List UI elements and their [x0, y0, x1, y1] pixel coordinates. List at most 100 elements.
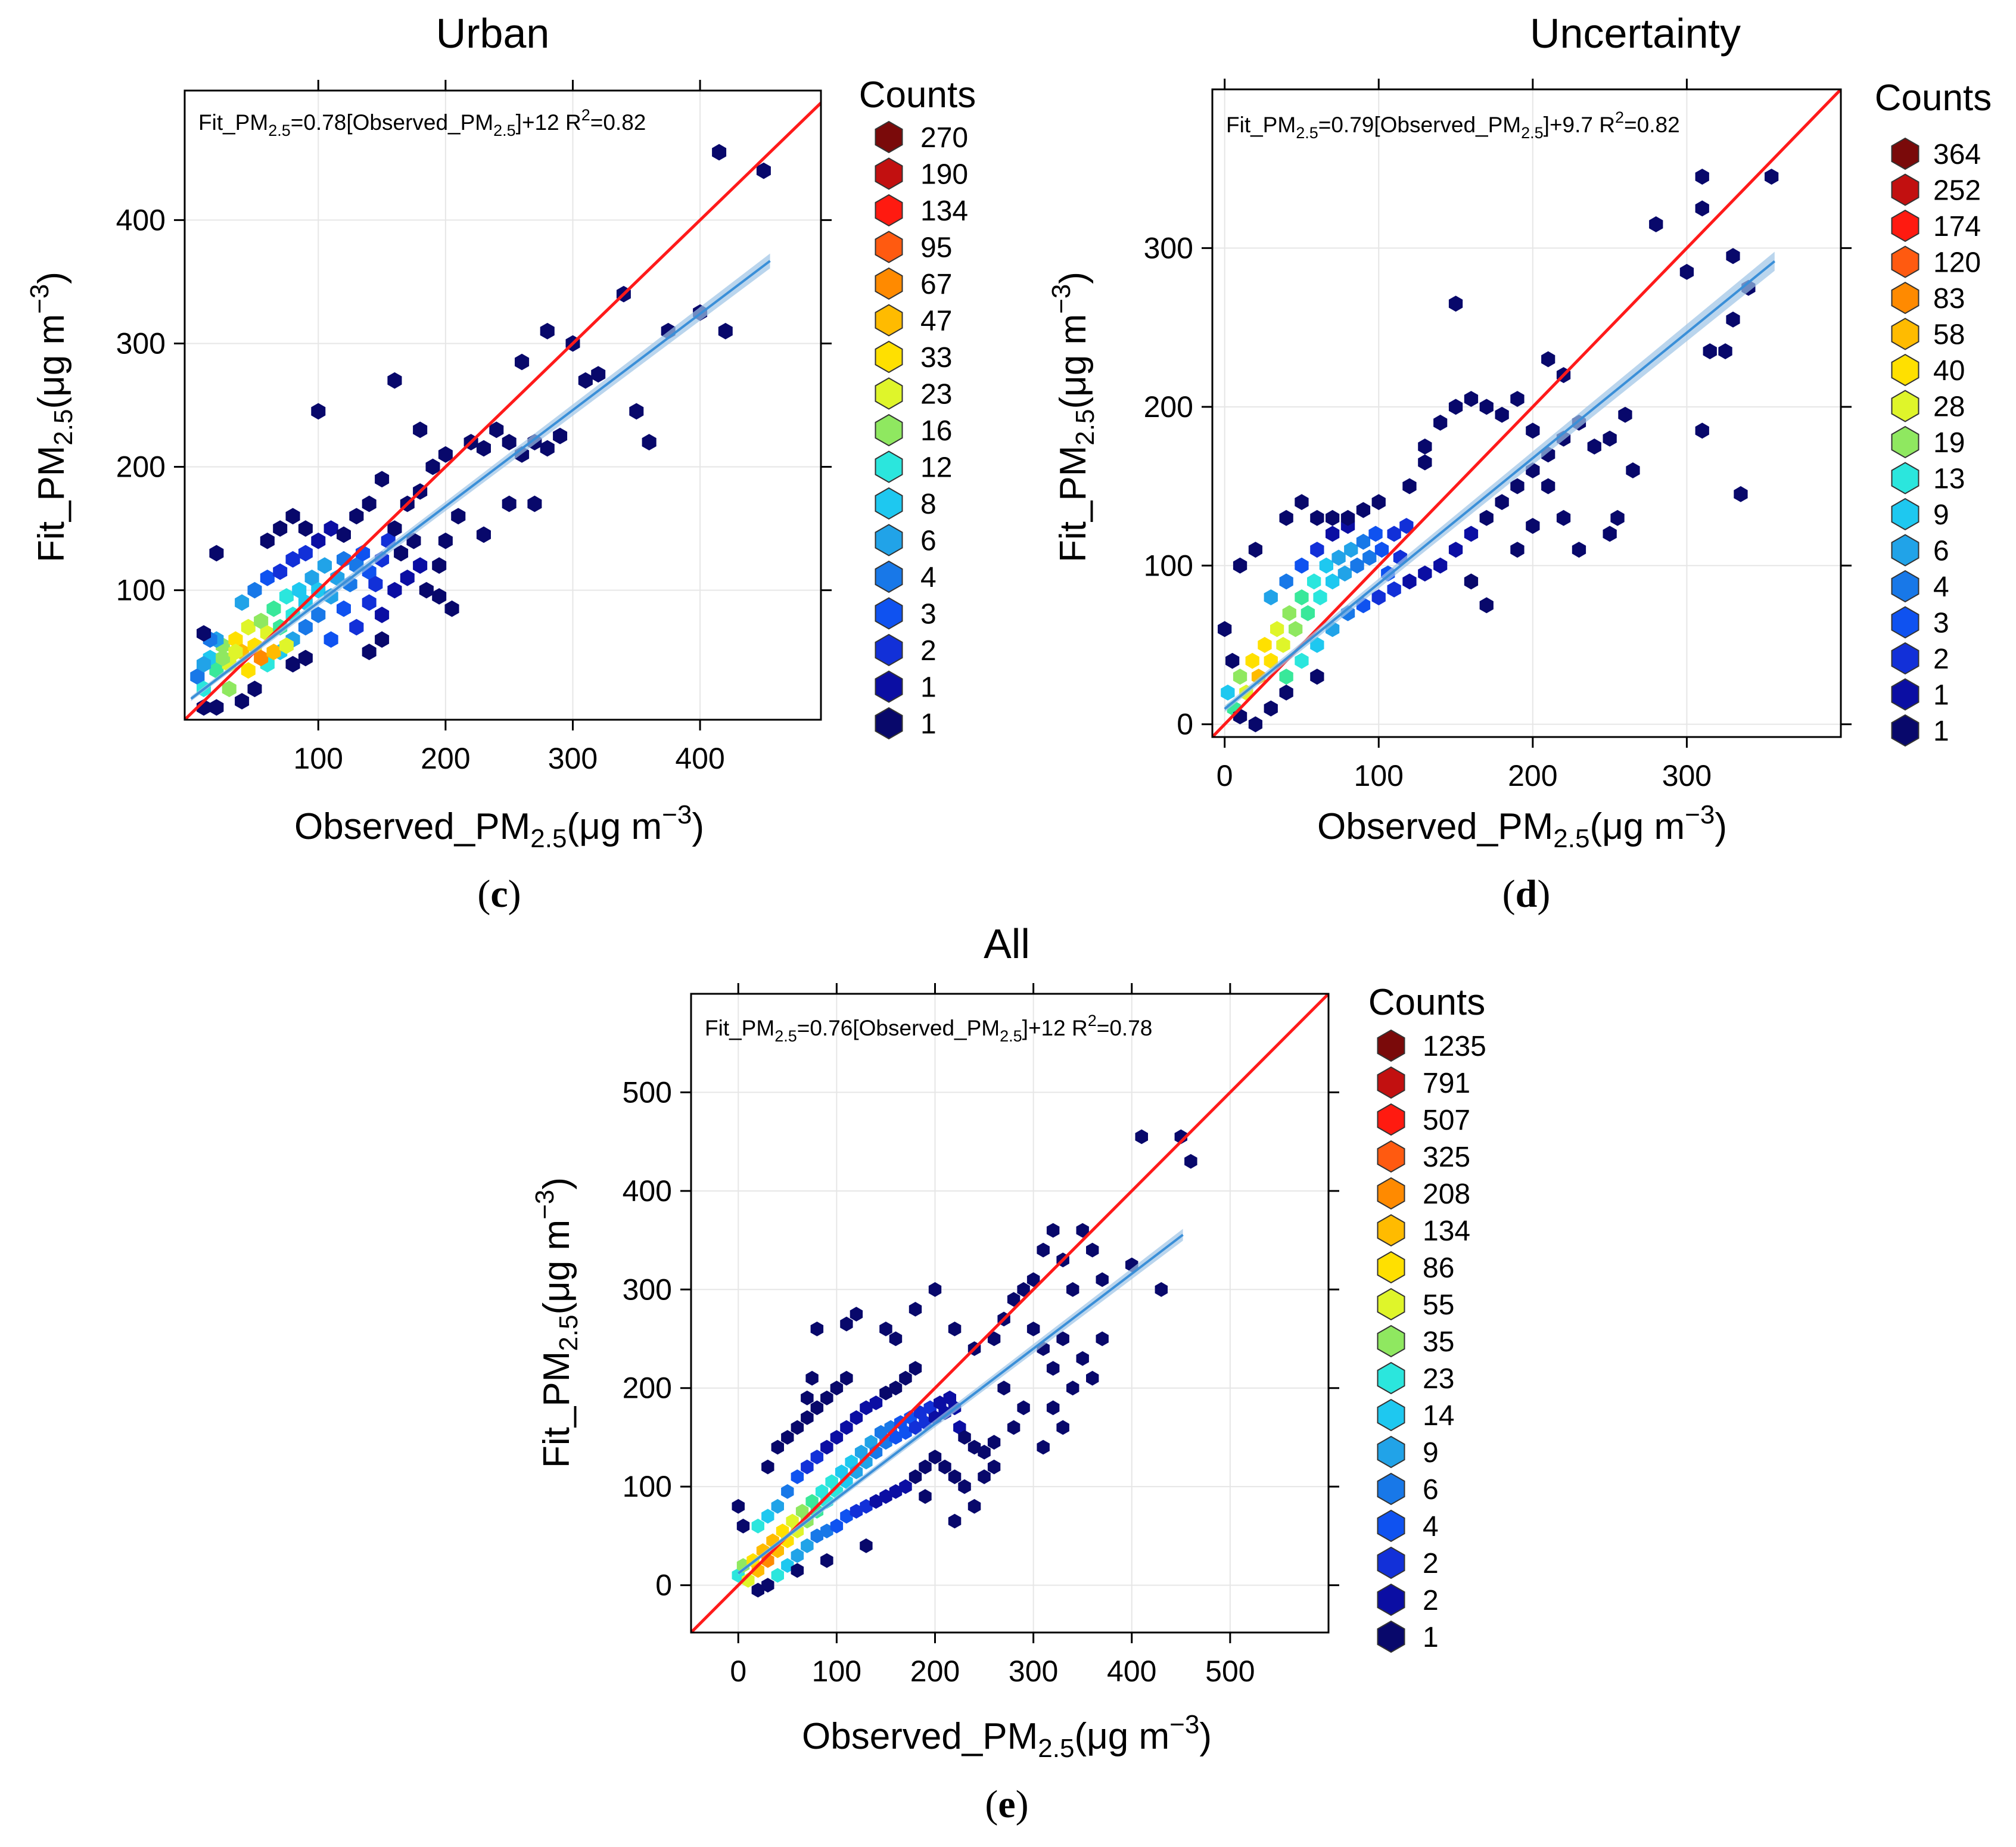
hexbin-cell: [444, 600, 459, 617]
colorbar-label: 208: [1423, 1179, 1470, 1210]
colorbar-swatch: [1377, 1066, 1405, 1099]
hexbin-cell: [830, 1380, 844, 1396]
colorbar-swatch: [1377, 1398, 1405, 1432]
hexbin-cell: [502, 495, 517, 512]
hexbin-cell: [801, 1410, 814, 1425]
hexbin-cell: [1310, 668, 1324, 685]
hexbin-cell: [1066, 1282, 1079, 1297]
hexbin-cell: [197, 655, 211, 673]
colorbar-label: 33: [920, 342, 952, 374]
hexbin-cell: [1695, 169, 1709, 185]
hexbin-cell: [216, 649, 231, 667]
hexbin-cell: [1448, 296, 1463, 312]
hexbin-cell: [879, 1385, 892, 1401]
hexbin-cell: [349, 508, 364, 525]
colorbar-label: 8: [920, 489, 937, 520]
hexbin-cell: [273, 563, 288, 580]
hexbin-cell: [1017, 1282, 1030, 1297]
x-tick-label: 500: [1205, 1655, 1255, 1688]
hexbin-cell: [869, 1494, 883, 1509]
colorbar-label: 3: [1933, 608, 1949, 639]
hexbin-cell: [1233, 557, 1247, 574]
hexbin-cell: [438, 446, 453, 463]
colorbar-label: 364: [1933, 139, 1981, 170]
colorbar-swatch: [1891, 606, 1919, 639]
hexbin-cell: [1402, 478, 1417, 495]
hexbin-cell: [820, 1553, 833, 1568]
hexbin-cell: [279, 588, 294, 605]
hexbin-cell: [810, 1400, 824, 1416]
hexbin-cell: [1374, 542, 1389, 558]
hexbin-cell: [771, 1439, 784, 1455]
hexbin-cell: [432, 557, 447, 574]
hexbin-cell: [1526, 422, 1540, 439]
colorbar-label: 3: [920, 599, 937, 630]
hexbin-cell: [771, 1568, 784, 1583]
hexbin-cell: [987, 1435, 1001, 1450]
colorbar-swatch: [1377, 1251, 1405, 1284]
colorbar-label: 23: [920, 379, 952, 411]
colorbar-label: 23: [1423, 1363, 1454, 1395]
hexbin-cell: [850, 1307, 863, 1321]
y-tick-label: 200: [116, 450, 166, 484]
hexbin-cell: [260, 570, 275, 586]
hexbin-cell: [889, 1331, 903, 1347]
hexbin-cell: [1479, 509, 1494, 526]
hexbin-cell: [247, 680, 262, 698]
colorbar-label: 6: [920, 526, 937, 557]
colorbar-swatch: [1377, 1472, 1405, 1506]
colorbar-swatch: [1891, 318, 1919, 350]
hexbin-cell: [266, 600, 281, 617]
hexbin-cell: [948, 1321, 962, 1336]
hexbin-cell: [197, 625, 211, 642]
hexbin-cell: [1301, 605, 1315, 621]
hexbin-cell: [1765, 169, 1779, 185]
hexbin-cell: [1295, 652, 1309, 669]
colorbar-label: 47: [920, 306, 952, 337]
colorbar-label: 40: [1933, 355, 1965, 387]
x-tick-label: 400: [1107, 1655, 1156, 1688]
y-tick-label: 400: [623, 1174, 672, 1208]
hexbin-cell: [899, 1479, 912, 1494]
hexbin-cell: [222, 680, 237, 698]
colorbar-swatch: [875, 450, 903, 483]
hexbin-cell: [1295, 494, 1309, 511]
colorbar-swatch: [1891, 714, 1919, 747]
hexbin-cell: [801, 1459, 814, 1475]
x-tick-label: 0: [1217, 759, 1233, 792]
colorbar-swatch: [1377, 1214, 1405, 1247]
colorbar-label: 95: [920, 232, 952, 264]
colorbar-title: Counts: [859, 74, 976, 116]
hexbin-cell: [840, 1509, 853, 1524]
hexbin-cell: [1726, 311, 1740, 328]
colorbar-label: 1: [920, 672, 937, 704]
hexbin-cell: [751, 1518, 764, 1534]
hexbin-cell: [387, 520, 402, 537]
colorbar-label: 6: [1933, 536, 1949, 567]
hexbin-cell: [241, 662, 256, 679]
hexbin-cell: [1734, 486, 1748, 502]
hexbin-cell: [1344, 542, 1358, 558]
hexbin-cell: [228, 643, 243, 660]
hexbin-cell: [1603, 430, 1617, 447]
hexbin-cell: [791, 1469, 804, 1484]
colorbar-label: 120: [1933, 247, 1981, 279]
hexbin-cell: [820, 1439, 833, 1455]
y-tick-label: 400: [116, 203, 166, 237]
hexbin-cell: [1626, 462, 1640, 478]
hexbin-cell: [850, 1410, 863, 1425]
chart-title: Uncertainty: [1530, 10, 1741, 57]
hexbin-cell: [311, 532, 326, 549]
hexbin-cell: [298, 649, 313, 667]
plot-frame: [690, 993, 1330, 1634]
x-tick-label: 100: [812, 1655, 861, 1688]
hexbin-cell: [209, 699, 224, 716]
hexbin-cell: [260, 532, 275, 549]
colorbar-swatch: [875, 120, 903, 154]
hexbin-layer: [1218, 169, 1779, 733]
hexbin-cell: [1387, 526, 1401, 542]
fit-line: [190, 260, 771, 700]
plot-area: 100 200 300 400 100 200 300 400: [116, 80, 832, 775]
hexbin-cell: [1279, 685, 1293, 701]
hexbin-cell: [1495, 406, 1509, 423]
